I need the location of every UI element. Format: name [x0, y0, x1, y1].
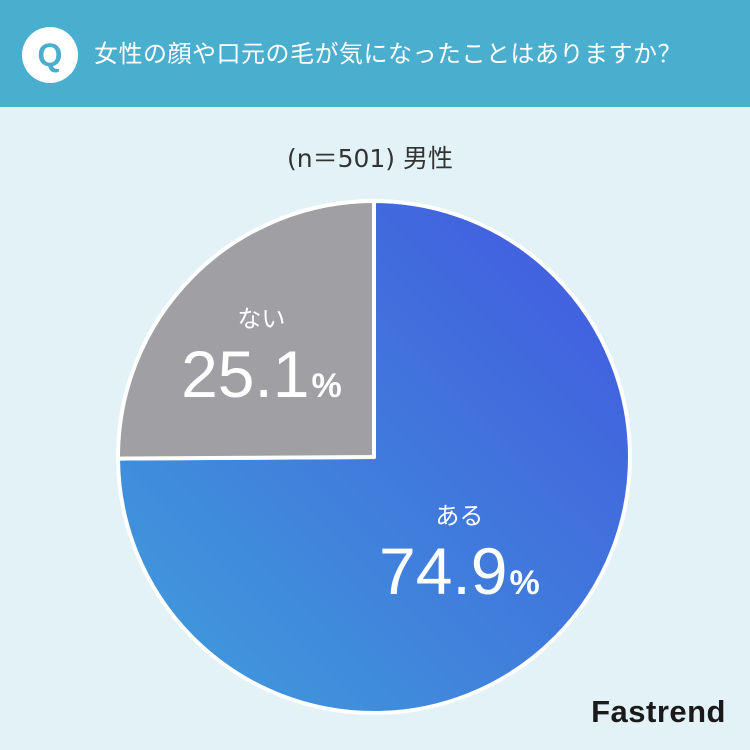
slice-label-nai: ない	[237, 305, 285, 333]
slice-value-aru: 74.9%	[379, 534, 540, 608]
question-title: 女性の顔や口元の毛が気になったことはありますか？	[94, 40, 682, 68]
slice-value-nai: 25.1%	[181, 337, 342, 411]
brand-logo: Fastrend	[591, 694, 726, 729]
question-badge-icon: Q	[22, 27, 78, 83]
question-header: Q 女性の顔や口元の毛が気になったことはありますか？	[0, 0, 750, 107]
slice-label-aru: ある	[435, 502, 483, 530]
pie-slice-aru	[116, 199, 632, 715]
sample-size-label: (n＝501) 男性	[286, 144, 454, 173]
pie-slice-nai	[116, 199, 376, 461]
